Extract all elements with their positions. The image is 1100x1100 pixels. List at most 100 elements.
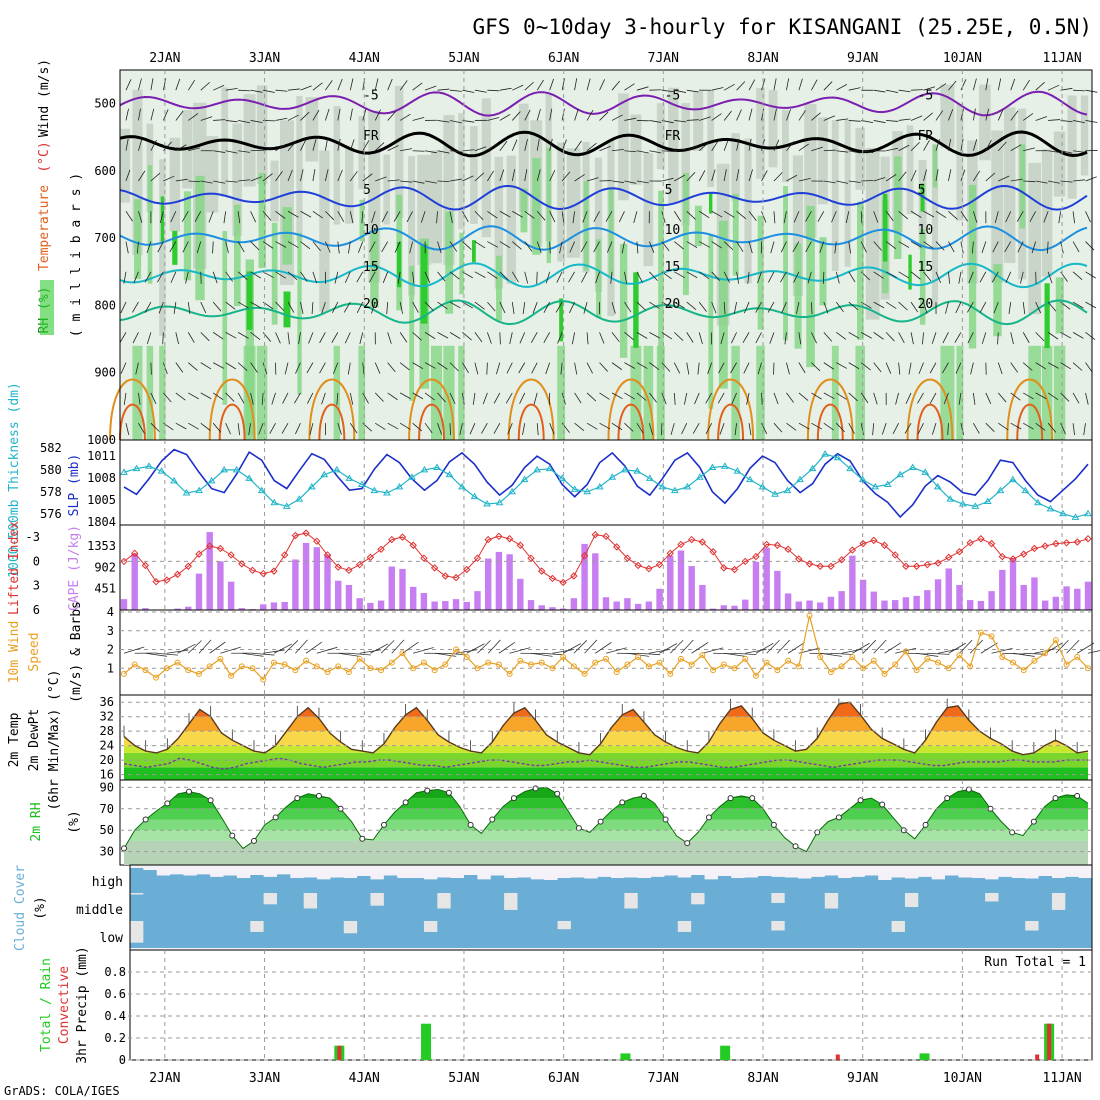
wind-barb xyxy=(755,332,762,344)
warm-contour xyxy=(208,378,256,441)
wind10m-barb xyxy=(123,646,145,654)
wind-barb xyxy=(530,332,538,343)
rh-cell xyxy=(172,230,178,265)
cloud-clear-cell xyxy=(130,921,144,943)
cape-bar xyxy=(367,602,374,610)
rh-cell xyxy=(195,175,205,301)
cloud-cell xyxy=(824,875,839,893)
wind-barb xyxy=(998,422,1009,431)
precip-convective-axis-label: Convective xyxy=(57,966,72,1044)
bottom-day-label: 6JAN xyxy=(548,1071,579,1086)
wind-barb xyxy=(648,241,655,253)
wind-barb xyxy=(412,82,423,91)
thickness-marker xyxy=(282,502,291,509)
rh-cell xyxy=(956,103,964,221)
wind-barb xyxy=(493,422,501,434)
precip-total-axis-label: Total / Rain xyxy=(39,958,54,1052)
wind-barb xyxy=(387,392,398,401)
wind-barb xyxy=(275,170,283,182)
lifted-index-marker xyxy=(687,535,696,544)
temp-band xyxy=(124,752,1088,768)
wind-barb xyxy=(449,178,462,182)
cloud-clear-cell xyxy=(744,868,759,878)
wind-barb xyxy=(673,211,682,222)
cloud-cell xyxy=(971,921,986,948)
wind-barb xyxy=(188,113,199,121)
wind-barb xyxy=(923,301,928,314)
cloud-cell xyxy=(798,921,812,948)
wind10m-barb xyxy=(638,652,661,656)
cloud-cell xyxy=(464,875,478,893)
wind10m-marker xyxy=(367,665,374,672)
wind-barb xyxy=(387,111,396,121)
wind-barb xyxy=(1060,362,1071,370)
rh2m-marker xyxy=(705,814,712,821)
wind-barb xyxy=(158,301,164,314)
wind-barb xyxy=(723,241,734,251)
wind-barb xyxy=(997,392,1007,403)
cloud-clear-cell xyxy=(691,868,706,875)
wind10m-marker xyxy=(667,670,674,677)
wind10m-tick: 4 xyxy=(107,605,114,619)
wind10m-marker xyxy=(795,663,802,670)
wind-barb xyxy=(786,141,795,151)
wind-barb xyxy=(923,210,935,218)
isotherm-label: FR xyxy=(665,129,681,144)
cloud-cell xyxy=(704,879,719,893)
wind-barb xyxy=(162,109,169,121)
wind-barb xyxy=(972,211,978,223)
wind-barb xyxy=(761,423,768,435)
wind10m-marker xyxy=(442,661,449,668)
isotherm-label: 5 xyxy=(918,183,926,198)
wind-barb xyxy=(511,169,516,182)
wind-barb xyxy=(150,78,154,91)
lifted-index-marker xyxy=(1052,539,1060,548)
wind10m-barb xyxy=(316,646,338,654)
cloud-cell xyxy=(597,893,612,921)
cape-bar xyxy=(902,597,910,610)
wind-barb xyxy=(119,332,127,343)
cloud-clear-cell xyxy=(824,868,839,876)
cloud-cell xyxy=(183,875,198,893)
wind-barb xyxy=(311,302,314,315)
wind10m-barb xyxy=(669,639,684,654)
rh2m-marker xyxy=(467,821,474,828)
wind-barb xyxy=(786,422,797,431)
wind10m-marker xyxy=(913,667,920,674)
wind-barb xyxy=(755,301,762,313)
thickness-marker xyxy=(1084,509,1092,517)
wind-barb xyxy=(284,362,289,375)
cloud-cell xyxy=(130,868,144,893)
rh-cell xyxy=(282,207,293,265)
wind-barb xyxy=(618,211,625,223)
isotherm-label: FR xyxy=(918,129,934,144)
wind-barb xyxy=(474,146,487,152)
wind-barb xyxy=(736,210,747,220)
wind-barb xyxy=(905,392,912,404)
wind-barb xyxy=(935,241,945,251)
cloud-cell xyxy=(878,893,893,921)
wind-barb xyxy=(885,332,895,342)
wind-barb xyxy=(979,301,987,313)
wind10m-marker xyxy=(420,659,427,666)
wind10m-marker xyxy=(881,670,888,677)
wind-barb xyxy=(275,301,285,311)
wind-barb xyxy=(250,271,262,279)
wind-barb xyxy=(536,169,541,182)
wind-barb xyxy=(437,241,442,254)
wind-barb xyxy=(720,332,725,345)
wind-barb xyxy=(157,241,164,253)
wind10m-marker xyxy=(485,659,492,666)
wind-barb xyxy=(208,211,214,223)
wind-barb xyxy=(169,241,177,253)
lifted-index-marker xyxy=(912,562,921,570)
wind-barb xyxy=(150,422,160,432)
cape-bar xyxy=(281,601,288,610)
wind-barb xyxy=(1085,89,1098,93)
wind-barb xyxy=(225,87,238,91)
cloud-cell xyxy=(757,921,772,948)
cloud-cell xyxy=(130,942,144,948)
wind-barb xyxy=(873,271,884,279)
cape-bar xyxy=(388,566,395,610)
wind-barb xyxy=(586,109,594,121)
